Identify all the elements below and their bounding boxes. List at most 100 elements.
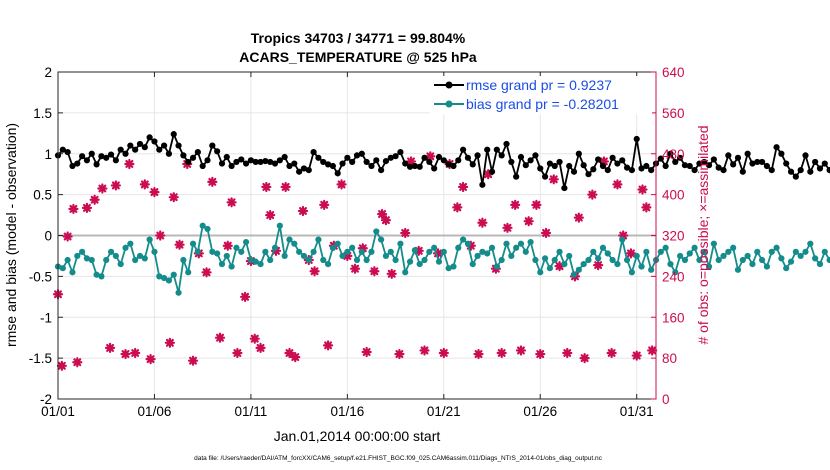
obs-marker-core bbox=[209, 179, 215, 185]
rmse-point bbox=[257, 158, 264, 166]
obs-count-point bbox=[386, 268, 397, 279]
rmse-point bbox=[541, 173, 549, 180]
rmse-point bbox=[802, 152, 809, 159]
bias-point bbox=[64, 256, 71, 264]
obs-count-point bbox=[89, 194, 100, 205]
bias-point bbox=[585, 256, 592, 264]
rmse-point bbox=[368, 162, 375, 170]
bias-point bbox=[165, 277, 173, 284]
bias-point bbox=[324, 261, 332, 268]
bias-point bbox=[426, 248, 433, 255]
obs-marker-core bbox=[422, 348, 427, 353]
obs-marker-core bbox=[217, 335, 223, 341]
bias-point bbox=[609, 256, 616, 264]
bias-point bbox=[112, 252, 119, 260]
rmse-point bbox=[754, 158, 761, 166]
bias-point bbox=[604, 250, 611, 257]
bias-point bbox=[175, 289, 182, 296]
rmse-point bbox=[720, 167, 727, 174]
bias-point bbox=[406, 258, 414, 265]
bias-point bbox=[204, 225, 211, 233]
bias-point bbox=[209, 248, 216, 255]
obs-count-point bbox=[120, 348, 131, 360]
bias-point bbox=[527, 238, 534, 246]
bias-point bbox=[541, 255, 549, 262]
bias-point bbox=[807, 240, 814, 247]
bias-point bbox=[575, 266, 582, 273]
obs-marker-core bbox=[534, 202, 539, 208]
bias-point bbox=[493, 263, 500, 270]
rmse-point bbox=[816, 165, 824, 172]
rmse-point bbox=[749, 160, 756, 167]
rmse-point bbox=[498, 152, 505, 159]
obs-count-markers bbox=[52, 151, 658, 371]
bias-point bbox=[185, 269, 192, 276]
x-tick-label: 01/01 bbox=[41, 404, 75, 419]
bias-point bbox=[368, 248, 375, 255]
rmse-point bbox=[604, 167, 611, 174]
obs-count-point bbox=[249, 333, 260, 344]
obs-marker-core bbox=[518, 348, 524, 353]
bias-point bbox=[238, 248, 245, 255]
y-axis-label-left: rmse and bias (model - observation) bbox=[3, 123, 19, 347]
rmse-point bbox=[344, 154, 351, 161]
rmse-point bbox=[585, 171, 592, 178]
obs-count-point bbox=[68, 203, 79, 215]
bias-point bbox=[773, 244, 780, 251]
rmse-point bbox=[233, 158, 240, 166]
obs-count-point bbox=[502, 222, 513, 233]
bias-point bbox=[783, 265, 790, 272]
bias-point bbox=[686, 250, 693, 257]
y-tick-label-left: 2 bbox=[44, 65, 52, 80]
rmse-point bbox=[667, 150, 674, 157]
rmse-point bbox=[300, 165, 308, 172]
rmse-point bbox=[628, 167, 635, 174]
bias-point bbox=[522, 248, 529, 255]
rmse-point bbox=[141, 144, 148, 151]
bias-point bbox=[758, 256, 766, 264]
y-tick-label-right: 240 bbox=[662, 269, 685, 284]
obs-marker-core bbox=[589, 192, 595, 198]
bias-point bbox=[513, 244, 520, 251]
rmse-point bbox=[474, 152, 481, 159]
obs-count-point bbox=[515, 345, 527, 356]
rmse-point bbox=[739, 168, 746, 175]
rmse-point bbox=[599, 162, 607, 170]
obs-marker-core bbox=[352, 266, 358, 272]
bias-point bbox=[88, 256, 95, 264]
legend: rmse grand pr = 0.9237 bias grand pr = -… bbox=[430, 76, 652, 114]
x-tick-label: 01/21 bbox=[427, 404, 461, 419]
obs-marker-core bbox=[235, 350, 240, 356]
bias-point bbox=[484, 250, 491, 257]
rmse-point bbox=[595, 156, 602, 163]
bias-point bbox=[363, 256, 370, 264]
obs-count-point bbox=[255, 342, 266, 354]
rmse-point bbox=[194, 149, 201, 156]
rmse-point bbox=[609, 154, 616, 161]
rmse-point bbox=[672, 158, 679, 166]
bias-point bbox=[730, 244, 737, 251]
rmse-point bbox=[696, 160, 703, 167]
rmse-point bbox=[189, 154, 197, 161]
bias-point bbox=[749, 261, 756, 268]
bias-point bbox=[160, 274, 168, 282]
obs-count-point bbox=[457, 181, 469, 193]
rmse-point bbox=[570, 168, 578, 175]
bias-point bbox=[681, 256, 689, 264]
bias-point bbox=[768, 248, 775, 255]
x-tick-label: 01/31 bbox=[620, 404, 654, 419]
rmse-point bbox=[633, 135, 640, 143]
obs-count-point bbox=[322, 340, 334, 351]
y-tick-label-left: -0.5 bbox=[29, 269, 52, 284]
obs-marker-core bbox=[476, 351, 481, 357]
bias-point bbox=[672, 269, 679, 276]
obs-count-point bbox=[265, 209, 276, 221]
rmse-point bbox=[339, 160, 346, 167]
obs-marker-core bbox=[551, 176, 557, 182]
obs-marker-core bbox=[582, 355, 588, 361]
rmse-point bbox=[522, 162, 529, 169]
obs-marker-core bbox=[258, 345, 263, 351]
bias-point bbox=[291, 240, 298, 247]
obs-count-point bbox=[496, 347, 507, 359]
obs-count-point bbox=[425, 151, 436, 162]
